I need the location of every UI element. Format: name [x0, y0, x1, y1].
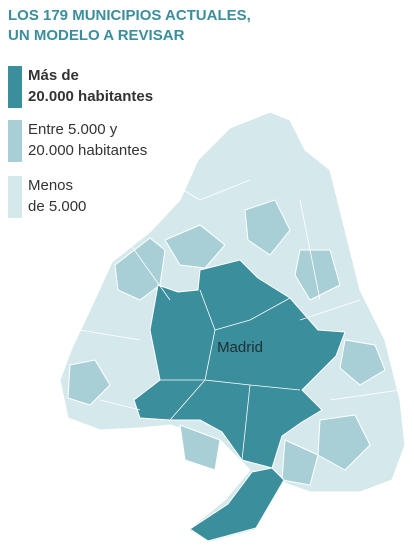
legend-label: de 5.000 — [28, 198, 86, 215]
region-mid — [114, 237, 166, 301]
legend-label: Menos — [28, 177, 73, 194]
region-mid — [281, 439, 319, 486]
legend-label: Entre 5.000 y — [28, 121, 118, 138]
legend-label: 20.000 habitantes — [28, 142, 147, 159]
region-mid — [179, 424, 221, 471]
title-line: LOS 179 MUNICIPIOS ACTUALES, — [8, 7, 251, 24]
region-mid — [294, 249, 341, 301]
region-mid — [244, 199, 291, 256]
legend-swatch — [8, 66, 22, 108]
region-mid — [164, 224, 226, 269]
map: Madrid — [59, 111, 406, 543]
region-dark — [189, 467, 285, 542]
region-mid — [67, 359, 111, 406]
legend-label: 20.000 habitantes — [28, 88, 153, 105]
legend-label: Más de — [28, 67, 79, 84]
region-mid — [339, 339, 386, 386]
region-mid — [317, 414, 371, 471]
city-label: Madrid — [217, 339, 263, 356]
legend: Más de 20.000 habitantes Entre 5.000 y 20.0… — [8, 66, 153, 218]
legend-swatch — [8, 176, 22, 218]
title-line: UN MODELO A REVISAR — [8, 27, 185, 44]
municipal-borders — [79, 169, 401, 461]
legend-swatch — [8, 120, 22, 162]
region-dark — [133, 259, 346, 469]
